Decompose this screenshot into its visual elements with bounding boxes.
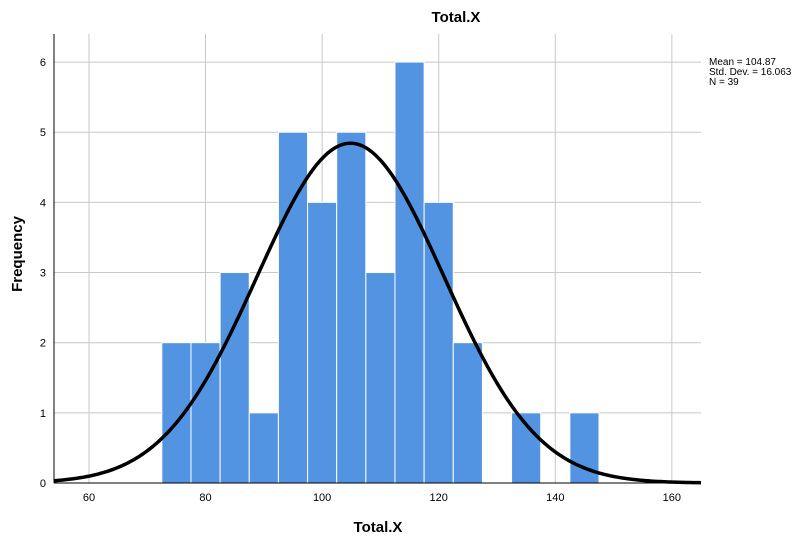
histogram-bar [336, 131, 367, 484]
histogram-bar [248, 412, 279, 484]
y-tick-labels: 0 1 2 3 4 5 6 [40, 57, 46, 490]
y-tick-label: 0 [40, 478, 46, 490]
histogram-bar [161, 342, 192, 484]
y-tick-label: 2 [40, 338, 46, 350]
x-tick-label: 120 [430, 492, 448, 504]
x-tick-label: 140 [546, 492, 564, 504]
y-tick-label: 5 [40, 127, 46, 139]
stats-line: Std. Dev. = 16.063 [709, 67, 792, 78]
x-tick-label: 60 [83, 492, 95, 504]
x-axis-label: Total.X [354, 519, 403, 536]
x-tick-labels: 60 80 100 120 140 160 [83, 492, 681, 504]
normal-curve [53, 141, 702, 485]
y-tick-label: 6 [40, 57, 46, 69]
stats-line: N = 39 [709, 77, 739, 88]
y-tick-label: 3 [40, 268, 46, 280]
histogram-bar [423, 201, 454, 484]
x-tick-label: 160 [663, 492, 681, 504]
histogram-bar [307, 201, 338, 484]
x-tick-label: 100 [313, 492, 331, 504]
y-tick-label: 4 [40, 197, 46, 209]
histogram-bar [394, 61, 425, 484]
y-axis-label: Frequency [9, 215, 26, 292]
y-tick-label: 1 [40, 408, 46, 420]
x-tick-label: 80 [199, 492, 211, 504]
histogram-bar [452, 342, 483, 484]
stats-line: Mean = 104.87 [709, 57, 776, 68]
histogram-bar [365, 272, 396, 484]
chart-title: Total.X [432, 9, 481, 26]
